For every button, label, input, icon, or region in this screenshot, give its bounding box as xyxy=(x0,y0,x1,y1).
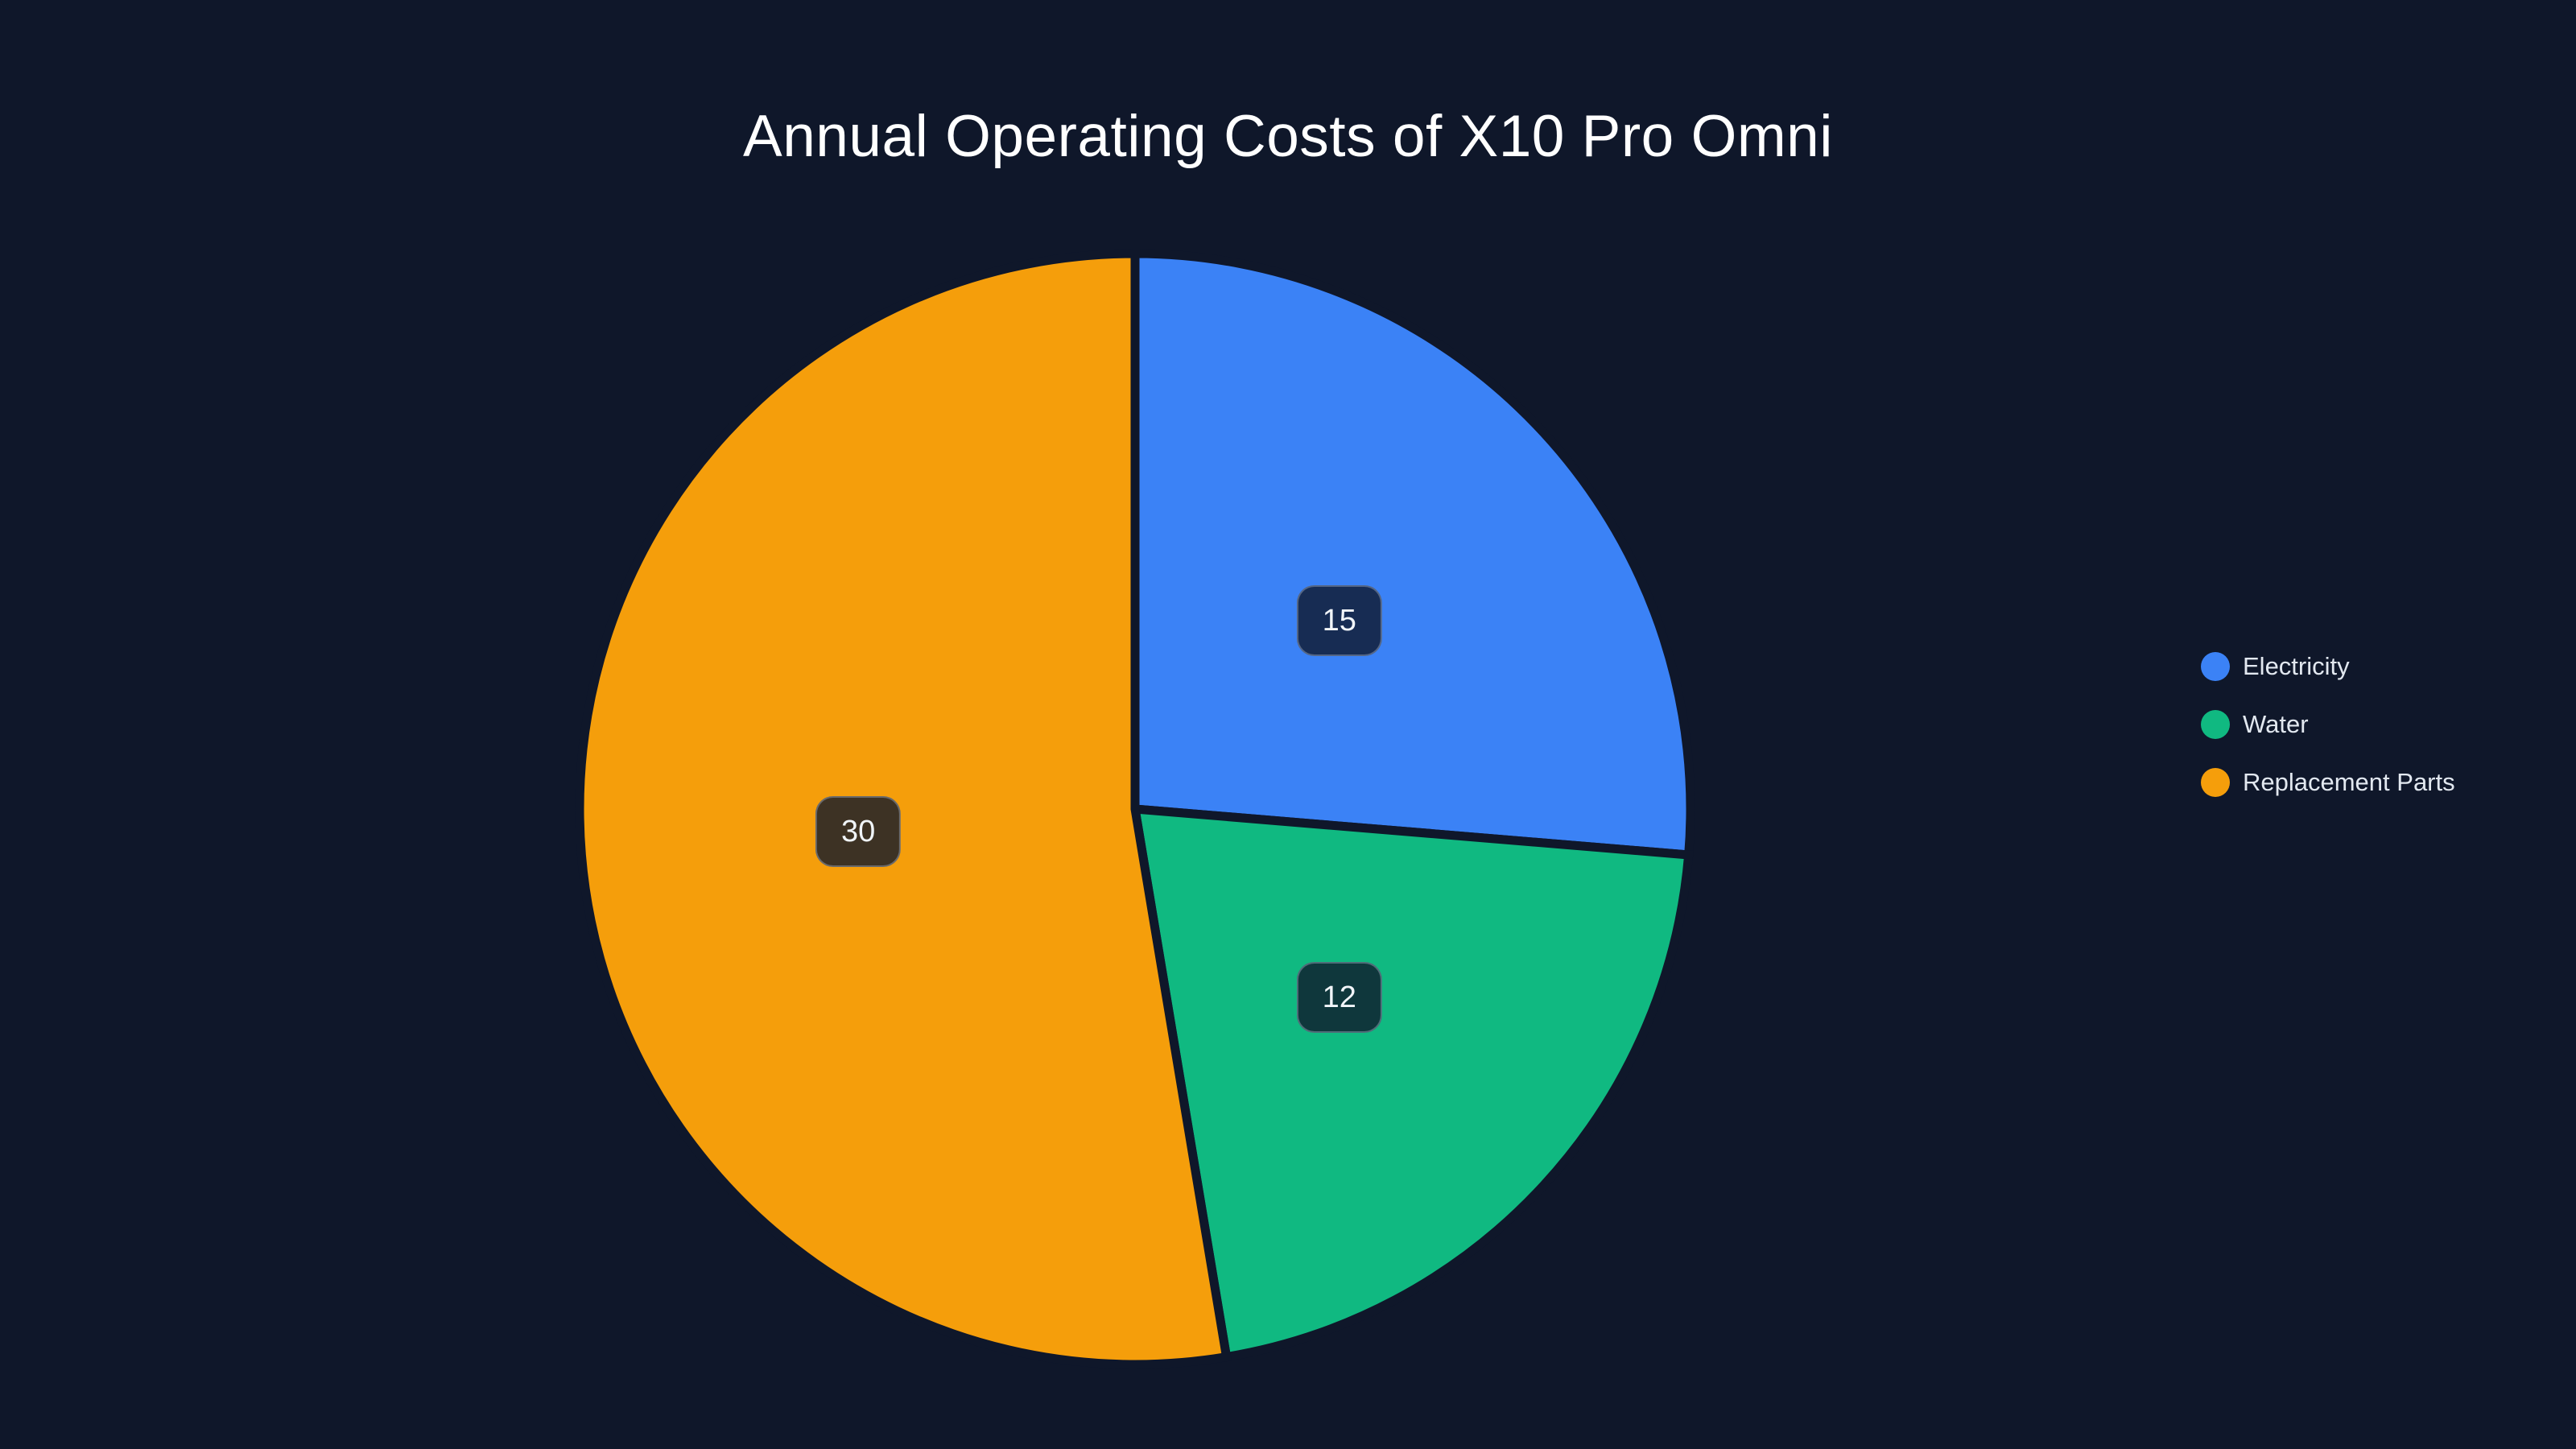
legend-marker-electricity-icon xyxy=(2201,651,2230,681)
legend: Electricity Water Replacement Parts xyxy=(2201,647,2455,821)
legend-label-replacement-parts: Replacement Parts xyxy=(2243,767,2455,796)
pie-slice-water[interactable] xyxy=(1129,803,1694,1362)
slice-value-badge-water: 12 xyxy=(1296,961,1382,1033)
legend-item-electricity[interactable]: Electricity xyxy=(2201,647,2455,685)
chart-title: Annual Operating Costs of X10 Pro Omni xyxy=(743,104,1833,169)
legend-marker-replacement-parts-icon xyxy=(2201,767,2230,797)
slice-value-badge-replacement-parts: 30 xyxy=(815,796,902,868)
pie-slice-electricity[interactable] xyxy=(1130,249,1695,860)
legend-marker-water-icon xyxy=(2201,709,2230,739)
legend-item-water[interactable]: Water xyxy=(2201,705,2455,743)
slice-value-badge-electricity: 15 xyxy=(1296,585,1382,657)
legend-item-replacement-parts[interactable]: Replacement Parts xyxy=(2201,763,2455,801)
legend-label-electricity: Electricity xyxy=(2243,651,2350,680)
pie-slice-replacement-parts[interactable] xyxy=(575,249,1232,1369)
legend-label-water: Water xyxy=(2243,709,2309,738)
